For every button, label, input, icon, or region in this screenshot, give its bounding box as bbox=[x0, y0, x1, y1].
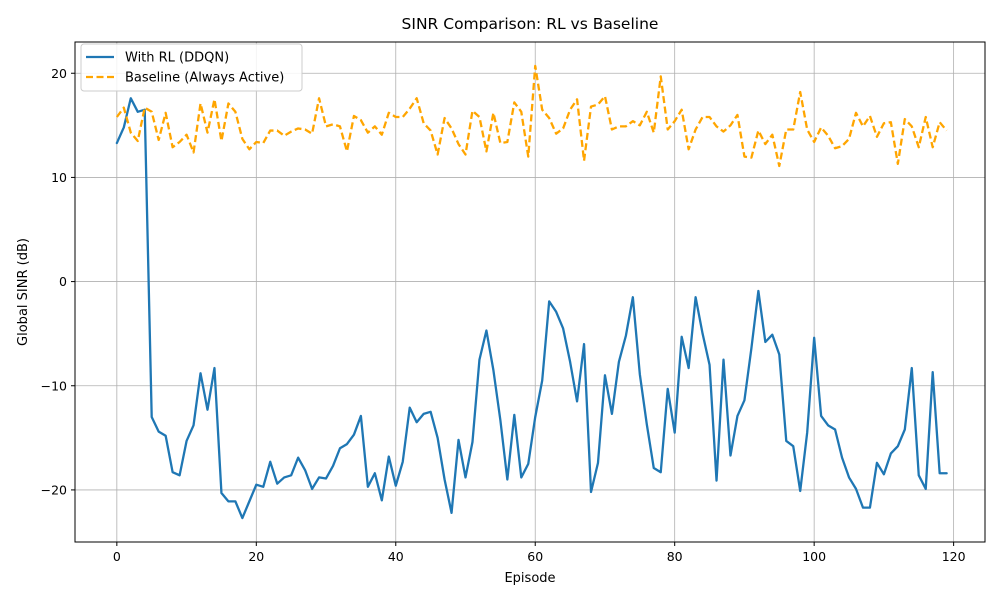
x-axis-label: Episode bbox=[504, 571, 555, 586]
y-tick-label: 20 bbox=[51, 66, 67, 81]
y-tick-label: 0 bbox=[59, 274, 67, 289]
series-lines bbox=[115, 64, 948, 520]
legend: With RL (DDQN) Baseline (Always Active) bbox=[80, 43, 303, 92]
x-tick-label: 40 bbox=[388, 549, 404, 564]
legend-box bbox=[80, 43, 303, 92]
x-tick-label: 120 bbox=[942, 549, 966, 564]
y-tick-label: −20 bbox=[41, 482, 67, 497]
y-tick-label: 10 bbox=[51, 170, 67, 185]
x-tick-label: 20 bbox=[248, 549, 264, 564]
axis-ticks: 0 20 40 60 80 100 120 −20 −10 0 10 20 bbox=[41, 66, 966, 564]
series-line-baseline bbox=[115, 64, 948, 168]
legend-entry-label: Baseline (Always Active) bbox=[125, 71, 284, 86]
y-tick-label: −10 bbox=[41, 378, 67, 393]
series-line-rl-ddqn bbox=[115, 97, 948, 520]
legend-entry-label: With RL (DDQN) bbox=[125, 51, 229, 66]
y-axis-label: Global SINR (dB) bbox=[16, 238, 31, 346]
x-tick-label: 80 bbox=[667, 549, 683, 564]
x-tick-label: 0 bbox=[113, 549, 121, 564]
x-tick-label: 60 bbox=[527, 549, 543, 564]
plot-frame bbox=[74, 41, 986, 543]
chart-title: SINR Comparison: RL vs Baseline bbox=[402, 15, 659, 33]
x-tick-label: 100 bbox=[802, 549, 826, 564]
